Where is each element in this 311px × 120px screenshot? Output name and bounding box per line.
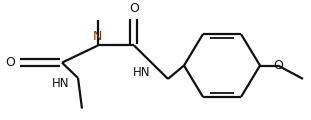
Text: HN: HN [52,77,69,90]
Text: O: O [273,59,283,72]
Text: O: O [129,2,139,15]
Text: HN: HN [132,66,150,79]
Text: O: O [5,56,15,69]
Text: N: N [92,30,102,43]
